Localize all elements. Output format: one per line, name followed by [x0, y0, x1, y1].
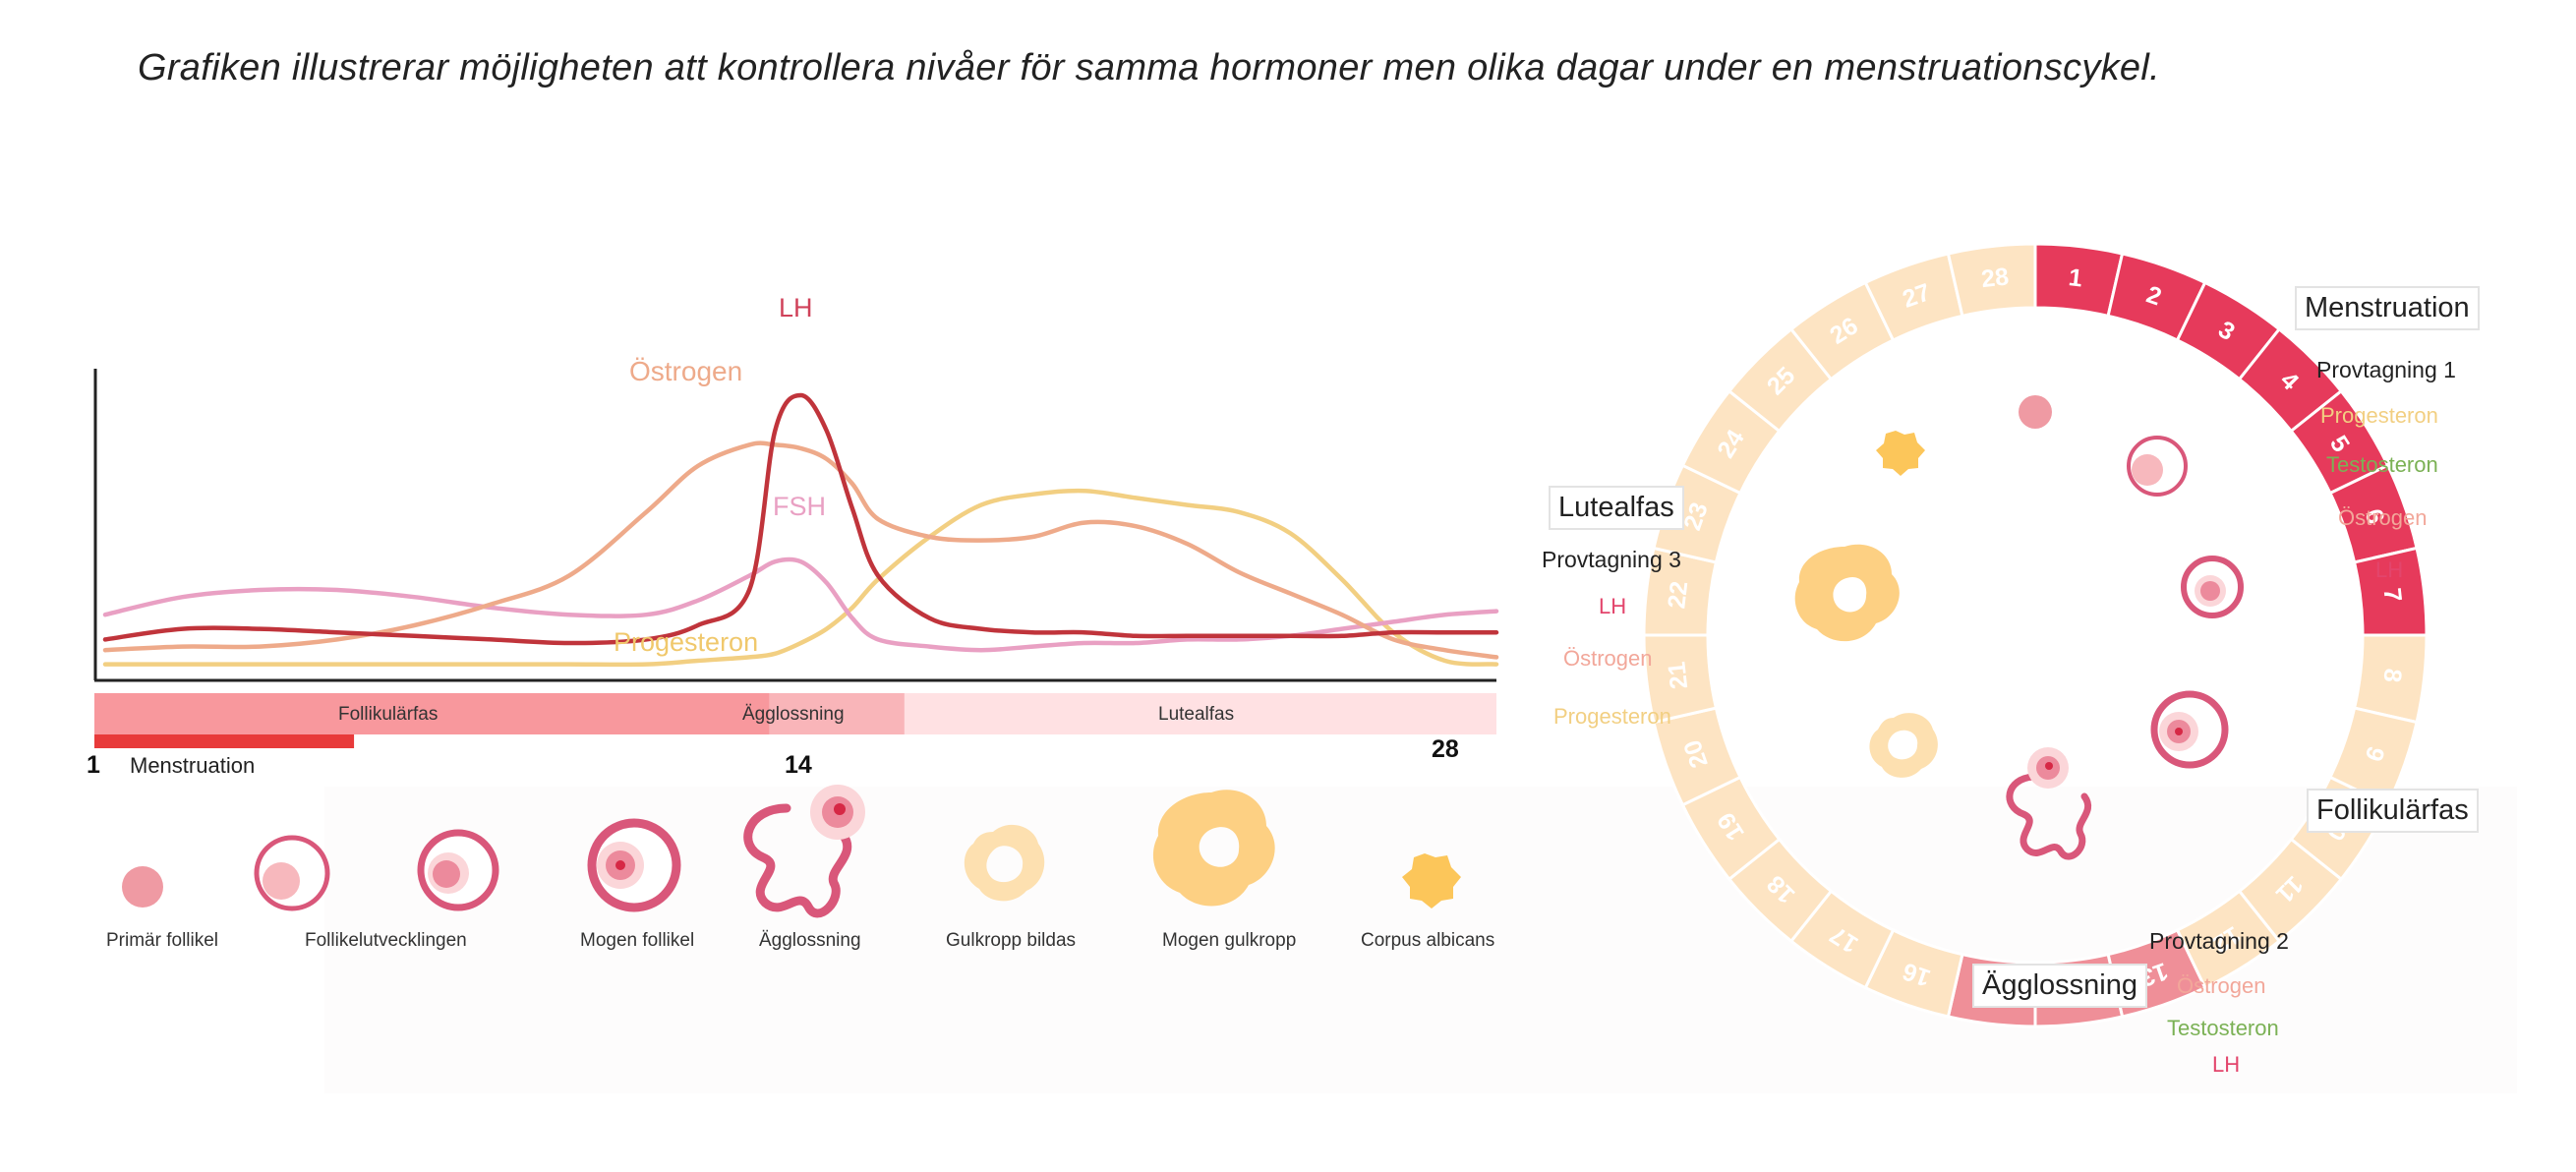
phase-box-lutealfas: Lutealfas: [1549, 486, 1684, 530]
chart-lines: [102, 392, 1499, 668]
phase-bars: [94, 693, 1496, 748]
corpus-albicans-icon: [1402, 853, 1461, 908]
wheel-day-label-21: 21: [1663, 660, 1693, 690]
phase-box-agglossning: Ägglossning: [1972, 964, 2147, 1008]
phase-label-agglossning: Ägglossning: [742, 704, 845, 725]
menstruation-label: Menstruation: [130, 753, 256, 778]
phase-box-menstruation: Menstruation: [2295, 286, 2480, 330]
provtagning-1-title: Provtagning 1: [2316, 357, 2456, 382]
phase-bar-agglossning: [769, 693, 905, 734]
provtagning-3-title: Provtagning 3: [1542, 547, 1681, 572]
stage-label-agglossning: Ägglossning: [759, 930, 861, 951]
gulkropp-bildas-icon: [964, 824, 1045, 902]
phase-box-follikularfas: Follikulärfas: [2307, 789, 2479, 833]
phase-label-follikularfas: Follikulärfas: [338, 704, 439, 725]
wheel-follikelutveckling-icon: [2127, 436, 2188, 497]
provtagning-3-hormone-1: LH: [1599, 594, 1627, 618]
wheel-corpus-albicans-icon: [1876, 431, 1925, 476]
provtagning-1-hormone-1: Progesteron: [2320, 403, 2438, 428]
provtagning-2-title: Provtagning 2: [2149, 928, 2289, 954]
primar-follikel-icon: [122, 866, 163, 908]
phase-bar-luteal: [904, 693, 1496, 734]
stage-label-gulkropp-bildas: Gulkropp bildas: [946, 930, 1077, 951]
headline: Grafiken illustrerar möjligheten att kon…: [138, 47, 2160, 88]
stage-label-mogen: Mogen follikel: [580, 930, 695, 951]
lh-curve-label: LH: [779, 293, 813, 322]
wheel-primar-follikel-icon: [2019, 395, 2052, 429]
menstruation-bar: [94, 734, 355, 748]
provtagning-3-hormone-2: Östrogen: [1563, 646, 1653, 671]
fsh-curve-label: FSH: [773, 492, 826, 521]
mogen-follikel-icon: [587, 818, 681, 912]
stage-label-mogen-gulkropp: Mogen gulkropp: [1162, 930, 1297, 951]
wheel-day-label-8: 8: [2378, 667, 2407, 683]
provtagning-2-hormone-1: Östrogen: [2177, 973, 2266, 998]
wheel-day-label-28: 28: [1980, 263, 2011, 293]
phase-label-lutealfas: Lutealfas: [1158, 704, 1235, 725]
ostrogen-curve-label: Östrogen: [629, 356, 743, 386]
provtagning-1-hormone-3: Östrogen: [2338, 505, 2428, 530]
provtagning-2-hormone-2: Testosteron: [2167, 1016, 2279, 1040]
provtagning-3-hormone-3: Progesteron: [1553, 704, 1671, 729]
wheel-inner-illustrations: [1794, 395, 2244, 860]
phase-bar-follikular: [94, 693, 770, 734]
progesteron-curve-label: Progesteron: [614, 627, 759, 657]
provtagning-1-hormone-4: LH: [2375, 557, 2404, 582]
wheel-agglossning-icon: [2006, 747, 2092, 860]
wheel-mogen-follikel-icon: [2150, 690, 2229, 769]
stage-label-corpus-albicans: Corpus albicans: [1361, 930, 1495, 951]
mogen-gulkropp-icon: [1152, 790, 1275, 907]
stage-label-utveckling: Follikelutvecklingen: [305, 930, 467, 951]
provtagning-2-hormone-3: LH: [2212, 1052, 2241, 1077]
wheel-day-label-22: 22: [1663, 580, 1693, 611]
day-label-ovulation: 14: [785, 751, 812, 779]
ostrogen-curve: [102, 440, 1499, 660]
lh-curve: [102, 392, 1499, 646]
wheel-day-label-7: 7: [2378, 587, 2407, 604]
day-label-start: 1: [87, 751, 100, 779]
stage-label-primar: Primär follikel: [106, 930, 219, 951]
day-label-end: 28: [1432, 735, 1459, 763]
wheel-day-label-1: 1: [2067, 264, 2083, 292]
wheel-follikelutveckling-icon-2: [2181, 556, 2244, 618]
wheel-gulkropp-bildas-icon: [1869, 713, 1938, 778]
follikelutveckling-icon-2: [417, 829, 499, 911]
provtagning-1-hormone-2: Testosteron: [2326, 452, 2438, 477]
agglossning-icon: [743, 785, 865, 918]
wheel-mogen-gulkropp-icon: [1794, 544, 1900, 642]
follikelutveckling-icon: [254, 835, 330, 911]
wheel-day-segment-28: [1946, 242, 2037, 319]
wheel-segments: 1234567891011121314151617181920212223242…: [1642, 242, 2429, 1028]
